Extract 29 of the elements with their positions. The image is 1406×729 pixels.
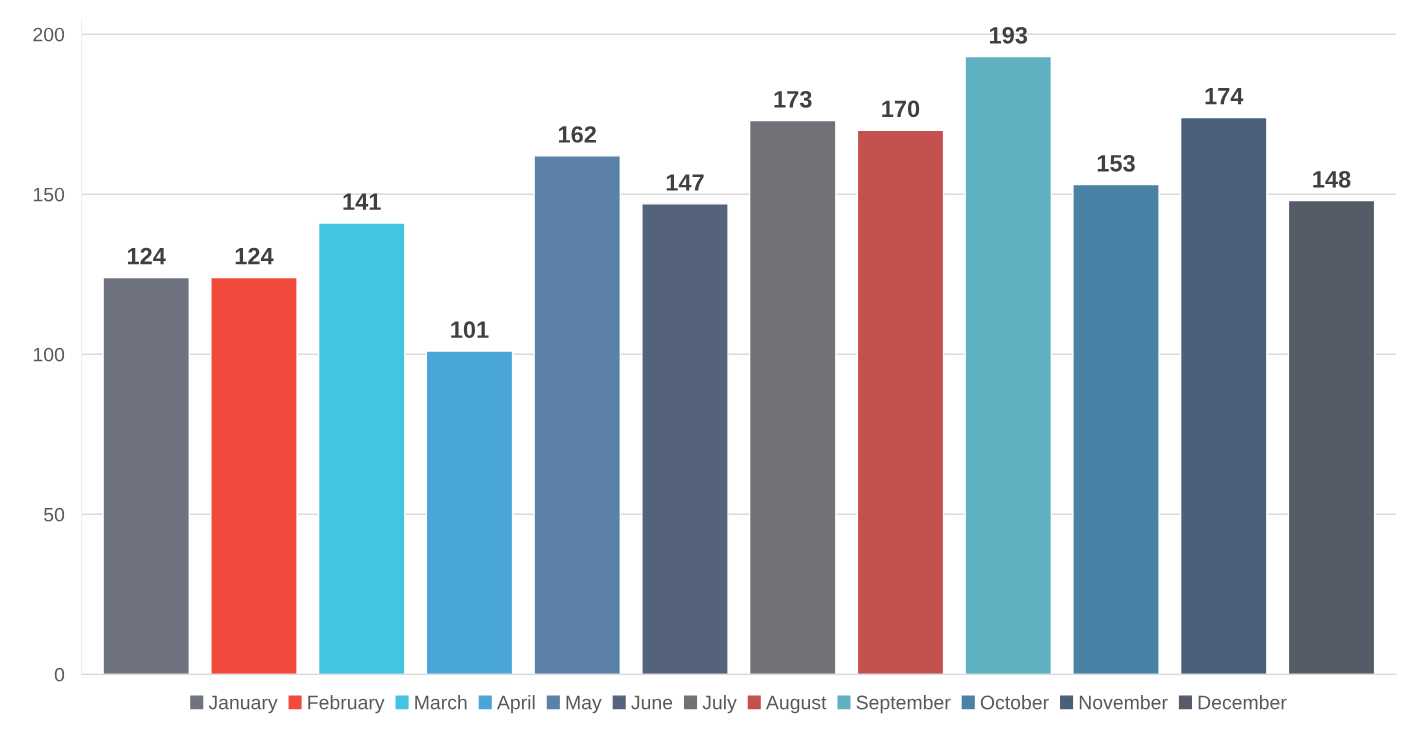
- data-label: 153: [1097, 154, 1135, 172]
- data-label: 147: [666, 174, 704, 191]
- data-label: 141: [343, 193, 381, 210]
- legend-label: May: [566, 695, 602, 714]
- legend-label: August: [765, 695, 827, 714]
- legend-label: October: [980, 695, 1049, 710]
- data-label: 193: [990, 26, 1028, 44]
- y-tick-label: 100: [33, 347, 65, 362]
- data-label: 162: [559, 126, 596, 143]
- y-tick-label: 0: [54, 667, 65, 682]
- legend-label: July: [702, 695, 737, 714]
- legend-label: December: [1198, 695, 1287, 710]
- y-tick-label: 200: [33, 27, 65, 42]
- data-label: 124: [127, 247, 166, 265]
- y-tick-label: 150: [33, 187, 65, 202]
- data-label: 101: [451, 321, 489, 339]
- legend-label: June: [631, 695, 673, 710]
- legend-label: November: [1079, 695, 1168, 710]
- y-tick-label: 50: [44, 507, 65, 522]
- data-label: 170: [882, 100, 920, 118]
- data-label: 148: [1313, 170, 1351, 188]
- legend-label: February: [308, 695, 385, 714]
- data-label: 124: [235, 247, 274, 265]
- data-label: 173: [774, 90, 812, 108]
- legend-label: January: [208, 695, 278, 714]
- legend-label: March: [415, 695, 467, 710]
- legend-label: April: [496, 695, 535, 714]
- data-label: 174: [1205, 87, 1244, 105]
- legend-label: September: [856, 695, 951, 714]
